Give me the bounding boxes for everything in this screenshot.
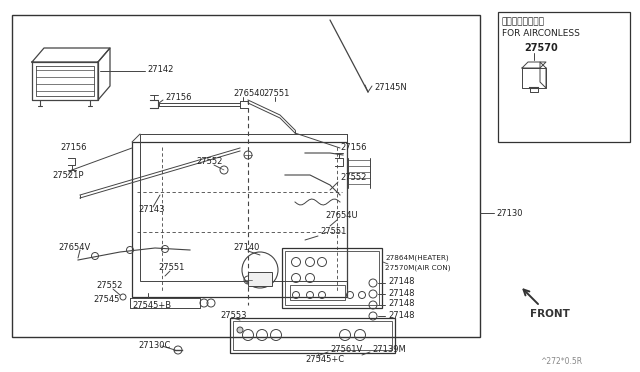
Text: 27148: 27148 bbox=[388, 299, 415, 308]
Bar bbox=[140, 134, 347, 281]
Text: 276540: 276540 bbox=[233, 90, 265, 99]
Text: 27561V: 27561V bbox=[330, 346, 362, 355]
Text: 27553: 27553 bbox=[220, 311, 246, 321]
Bar bbox=[233, 321, 392, 350]
Text: 27551: 27551 bbox=[158, 263, 184, 273]
Bar bbox=[230, 318, 395, 353]
Text: 27545+C: 27545+C bbox=[305, 356, 344, 365]
Text: 27156: 27156 bbox=[165, 93, 191, 102]
Text: 27145N: 27145N bbox=[374, 83, 407, 93]
Text: 27142: 27142 bbox=[147, 65, 173, 74]
Text: 27130C: 27130C bbox=[138, 340, 170, 350]
Text: 27148: 27148 bbox=[388, 311, 415, 320]
Text: 27654U: 27654U bbox=[325, 212, 358, 221]
Text: 27143: 27143 bbox=[138, 205, 164, 215]
Bar bbox=[248, 272, 272, 286]
Text: 27148: 27148 bbox=[388, 289, 415, 298]
Text: 27552: 27552 bbox=[340, 173, 366, 183]
Text: FRONT: FRONT bbox=[530, 309, 570, 319]
Text: 27864M(HEATER): 27864M(HEATER) bbox=[385, 255, 449, 261]
Bar bbox=[12, 15, 480, 337]
Text: 27148: 27148 bbox=[388, 278, 415, 286]
Text: ^272*0.5R: ^272*0.5R bbox=[540, 357, 582, 366]
Text: 27545+B: 27545+B bbox=[132, 301, 171, 311]
Text: 27551: 27551 bbox=[320, 228, 346, 237]
Text: 27570M(AIR CON): 27570M(AIR CON) bbox=[385, 265, 451, 271]
Text: 27570: 27570 bbox=[524, 43, 557, 53]
Text: 27545: 27545 bbox=[93, 295, 120, 305]
Text: 27551: 27551 bbox=[263, 90, 289, 99]
Bar bbox=[285, 251, 379, 305]
Text: 27140: 27140 bbox=[233, 244, 259, 253]
Text: 27552: 27552 bbox=[96, 282, 122, 291]
Text: 27654V: 27654V bbox=[58, 244, 90, 253]
Text: 27139M: 27139M bbox=[372, 346, 406, 355]
Text: 27156: 27156 bbox=[340, 144, 367, 153]
Bar bbox=[290, 285, 345, 300]
Text: 27156: 27156 bbox=[60, 144, 86, 153]
Bar bbox=[132, 142, 347, 297]
Bar bbox=[282, 248, 382, 308]
Text: 27552: 27552 bbox=[196, 157, 222, 167]
Bar bbox=[498, 12, 630, 142]
Text: エアコン無し仕様: エアコン無し仕様 bbox=[502, 17, 545, 26]
Text: FOR AIRCONLESS: FOR AIRCONLESS bbox=[502, 29, 580, 38]
Circle shape bbox=[237, 327, 243, 333]
Text: 27130: 27130 bbox=[496, 208, 522, 218]
Text: 27521P: 27521P bbox=[52, 170, 83, 180]
